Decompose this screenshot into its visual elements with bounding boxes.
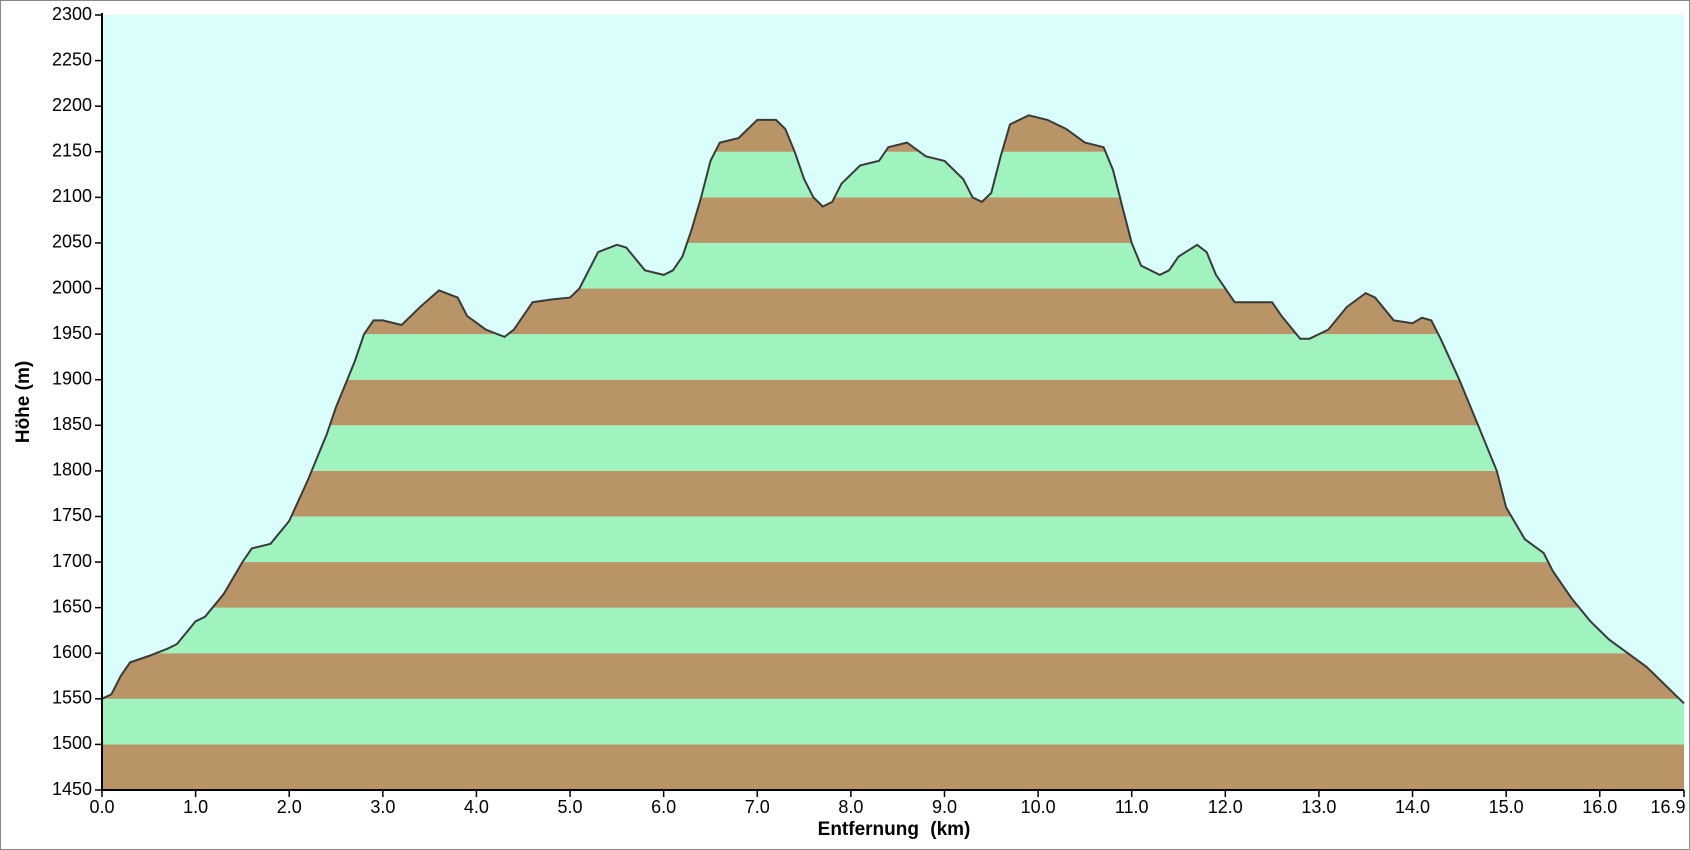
y-tick-label: 1900 bbox=[52, 368, 92, 388]
x-tick-label: 8.0 bbox=[838, 797, 863, 817]
x-tick-label: 6.0 bbox=[651, 797, 676, 817]
x-tick-label: 16.0 bbox=[1582, 797, 1617, 817]
elevation-band bbox=[102, 607, 1684, 654]
x-tick-label: 15.0 bbox=[1489, 797, 1524, 817]
elevation-band bbox=[102, 744, 1684, 790]
y-tick-label: 2250 bbox=[52, 49, 92, 69]
x-tick-label: 16.9 bbox=[1650, 797, 1685, 817]
y-tick-label: 1750 bbox=[52, 505, 92, 525]
x-tick-label: 4.0 bbox=[464, 797, 489, 817]
x-tick-label: 13.0 bbox=[1301, 797, 1336, 817]
y-tick-label: 2000 bbox=[52, 277, 92, 297]
elevation-band bbox=[102, 516, 1684, 563]
y-tick-label: 1600 bbox=[52, 642, 92, 662]
x-axis-label: Entfernung (km) bbox=[818, 819, 971, 840]
y-tick-label: 1550 bbox=[52, 688, 92, 708]
elevation-band bbox=[102, 653, 1684, 699]
y-tick-label: 1700 bbox=[52, 551, 92, 571]
y-axis-label: Höhe (m) bbox=[13, 361, 34, 443]
elevation-band bbox=[102, 470, 1684, 517]
y-tick-label: 2050 bbox=[52, 232, 92, 252]
elevation-band bbox=[102, 379, 1684, 426]
x-tick-label: 11.0 bbox=[1115, 797, 1149, 817]
y-tick-label: 1850 bbox=[52, 414, 92, 434]
y-tick-label: 2200 bbox=[52, 95, 92, 115]
elevation-band bbox=[102, 698, 1684, 745]
y-tick-label: 1950 bbox=[52, 323, 92, 343]
y-tick-label: 2100 bbox=[52, 186, 92, 206]
y-tick-label: 2150 bbox=[52, 141, 92, 161]
x-tick-label: 2.0 bbox=[277, 797, 302, 817]
profile-line bbox=[101, 114, 1685, 705]
elevation-band bbox=[102, 562, 1684, 608]
x-tick-label: 1.0 bbox=[183, 797, 208, 817]
x-tick-label: 10.0 bbox=[1021, 797, 1056, 817]
y-tick-label: 1800 bbox=[52, 460, 92, 480]
x-tick-label: 14.0 bbox=[1395, 797, 1430, 817]
x-tick-label: 7.0 bbox=[745, 797, 770, 817]
x-tick-label: 3.0 bbox=[370, 797, 395, 817]
y-tick-label: 2300 bbox=[52, 4, 92, 24]
x-tick-label: 5.0 bbox=[558, 797, 583, 817]
y-tick-label: 1450 bbox=[52, 779, 92, 799]
elevation-band bbox=[102, 425, 1684, 471]
y-tick-label: 1650 bbox=[52, 596, 92, 616]
elevation-band bbox=[102, 334, 1684, 380]
x-tick-label: 9.0 bbox=[932, 797, 957, 817]
x-tick-label: 12.0 bbox=[1208, 797, 1243, 817]
x-tick-label: 0.0 bbox=[89, 797, 114, 817]
y-tick-label: 1500 bbox=[52, 733, 92, 753]
